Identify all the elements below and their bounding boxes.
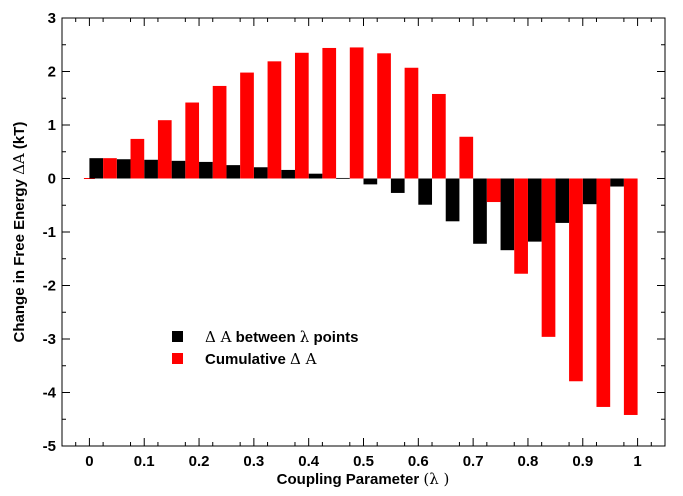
- legend-label-between: Δ A between λ points: [205, 328, 358, 346]
- legend-swatch-between: [172, 331, 183, 342]
- y-tick-label-6: -3: [43, 331, 56, 348]
- y-tick-label-7: -4: [43, 385, 57, 402]
- bar-cumulative-4: [212, 85, 227, 179]
- bar-cumulative-17: [569, 178, 583, 382]
- x-tick-label-3: 0.3: [243, 453, 264, 470]
- bar-between-11: [390, 178, 405, 193]
- bar-between-9: [336, 177, 350, 179]
- bar-cumulative-8: [322, 47, 337, 179]
- bar-between-12: [418, 178, 433, 205]
- y-tick-label-8: -5: [43, 438, 56, 455]
- bar-cumulative-1: [130, 138, 145, 179]
- bar-between-0: [89, 158, 104, 179]
- bar-cumulative-14: [486, 178, 501, 203]
- x-tick-label-5: 0.5: [353, 453, 374, 470]
- x-tick-label-8: 0.8: [518, 453, 539, 470]
- legend-label-cumulative: Cumulative Δ A: [205, 350, 317, 368]
- bar-cumulative-9: [349, 47, 364, 179]
- bar-cumulative-11: [404, 67, 419, 179]
- bar-between-13: [445, 178, 460, 222]
- x-axis-ticks: 0 0.1 0.2 0.3 0.4 0.5 0.6 0.7 0.8 0.9 1: [75, 18, 652, 470]
- y-tick-label-2: 1: [48, 117, 56, 134]
- legend-swatch-cumulative: [172, 353, 183, 364]
- bar-cumulative-3: [185, 102, 200, 179]
- bar-between-8: [308, 173, 323, 179]
- legend: Δ A between λ points Cumulative Δ A: [172, 328, 358, 368]
- bar-cumulative-19: [623, 178, 638, 415]
- bar-between-3: [171, 160, 186, 179]
- y-axis-ticks: 3 2 1 0 -1 -2 -3 -4 -5: [43, 10, 665, 455]
- x-axis-title: Coupling Parameter (λ ): [277, 470, 450, 488]
- y-axis-title: Change in Free Energy ΔA (kT): [10, 122, 28, 343]
- bars-layer: [83, 47, 638, 415]
- bar-between-7: [281, 169, 295, 179]
- x-tick-label-7: 0.7: [463, 453, 484, 470]
- bar-between-2: [144, 159, 158, 179]
- bar-cumulative-6: [267, 61, 282, 179]
- bar-between-16: [527, 178, 542, 242]
- y-tick-label-5: -2: [43, 278, 56, 295]
- x-tick-label-6: 0.6: [408, 453, 429, 470]
- bar-cumulative-5: [240, 72, 254, 179]
- bar-between-5: [226, 165, 241, 179]
- bar-cumulative-2: [157, 120, 172, 179]
- bar-cumulative-10: [377, 53, 391, 179]
- bar-cumulative-13: [459, 136, 474, 179]
- y-tick-label-3: 0: [48, 171, 56, 188]
- bar-between-18: [582, 178, 597, 205]
- bar-cumulative-7: [294, 52, 309, 179]
- bar-between-15: [500, 178, 515, 251]
- bar-cumulative-15: [514, 178, 528, 274]
- bar-cumulative-16: [541, 178, 556, 337]
- bar-between-1: [116, 159, 131, 179]
- bar-cumulative-0: [103, 158, 117, 179]
- x-tick-label-0: 0: [85, 453, 93, 470]
- x-tick-label-10: 1: [633, 453, 641, 470]
- x-tick-label-9: 0.9: [572, 453, 593, 470]
- bar-between-19: [610, 178, 624, 187]
- x-tick-label-1: 0.1: [134, 453, 155, 470]
- bar-between-10: [363, 178, 378, 185]
- y-tick-label-1: 2: [48, 64, 56, 81]
- y-tick-label-4: -1: [43, 224, 56, 241]
- bar-between-17: [555, 178, 570, 223]
- bar-between-14: [473, 178, 487, 244]
- bar-between-4: [199, 161, 213, 179]
- bar-between-6: [253, 167, 268, 179]
- x-tick-label-4: 0.4: [298, 453, 320, 470]
- y-tick-label-0: 3: [48, 10, 56, 27]
- bar-cumulative-12: [432, 93, 446, 179]
- bar-cumulative-18: [596, 178, 611, 407]
- x-tick-label-2: 0.2: [189, 453, 210, 470]
